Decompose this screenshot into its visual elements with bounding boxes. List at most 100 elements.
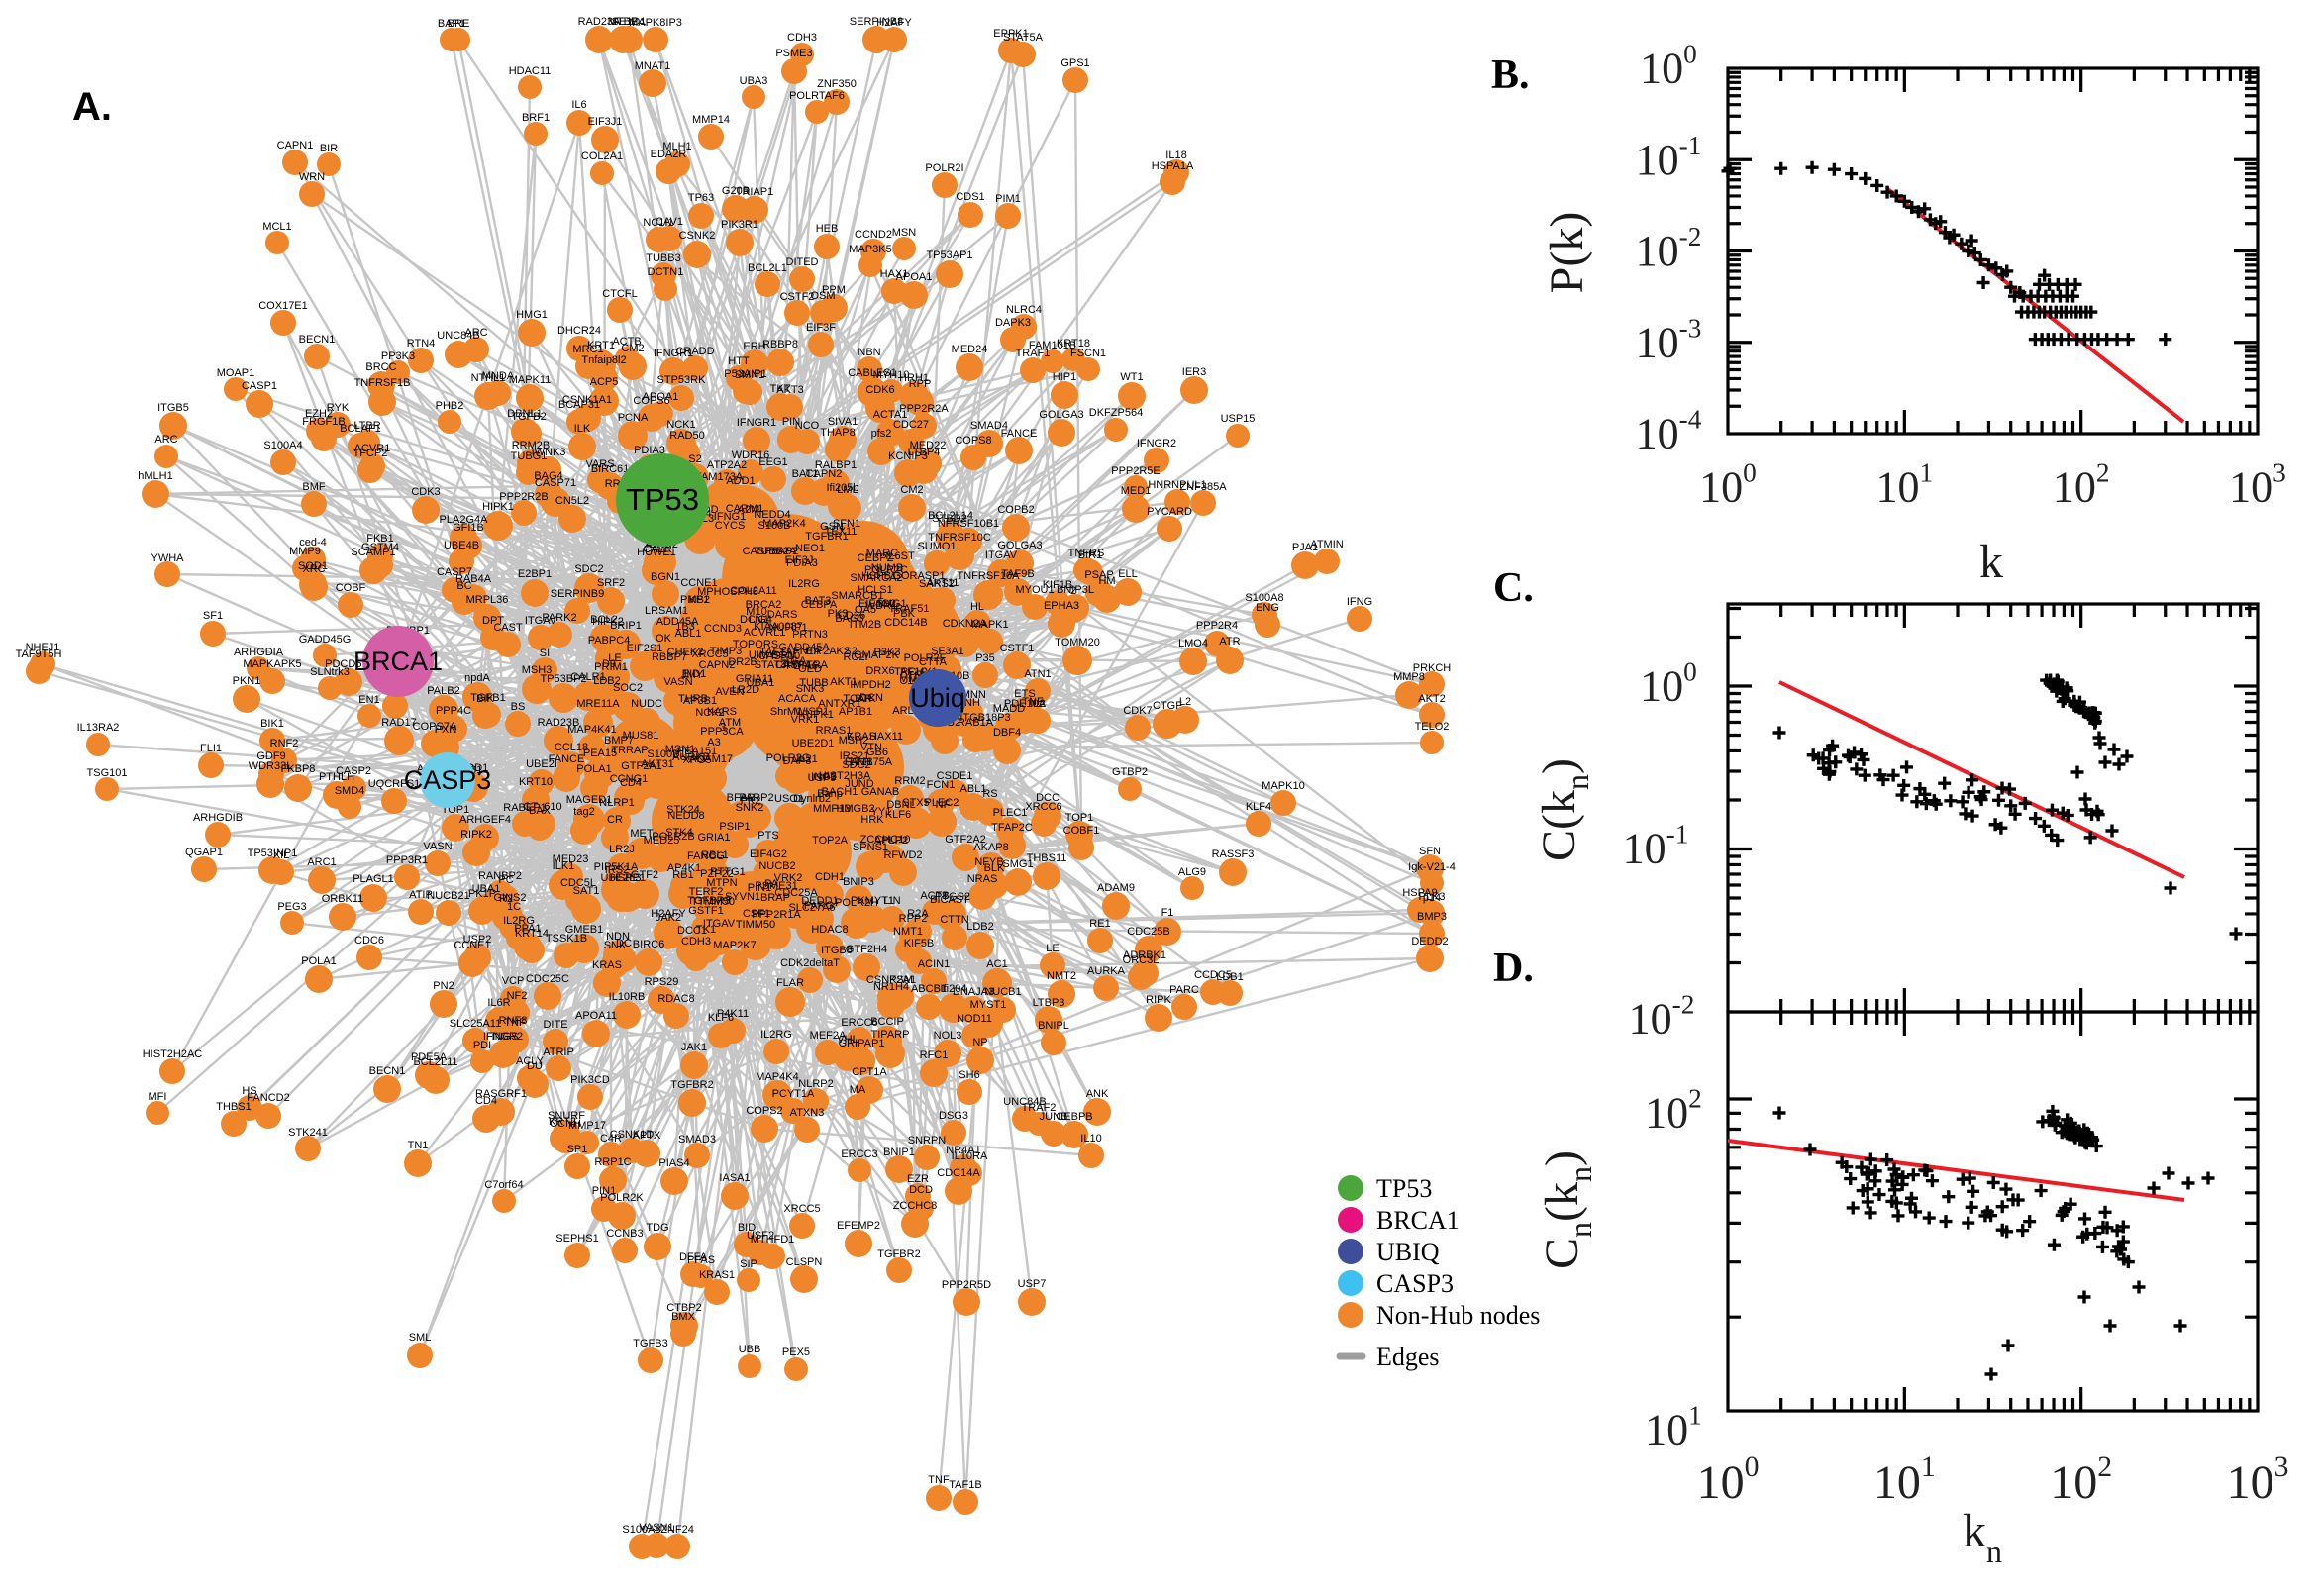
svg-text:BCAP31: BCAP31 <box>558 399 600 411</box>
svg-text:MSH2: MSH2 <box>839 735 869 747</box>
svg-text:SNK: SNK <box>604 940 627 951</box>
svg-text:UIM: UIM <box>749 649 768 661</box>
svg-text:BCLAF1: BCLAF1 <box>340 423 381 435</box>
svg-text:KRT10: KRT10 <box>519 776 553 788</box>
svg-text:ATP2A2: ATP2A2 <box>707 459 747 471</box>
svg-text:TUBG1: TUBG1 <box>511 450 548 462</box>
svg-text:MAPK1: MAPK1 <box>971 619 1008 631</box>
svg-text:DKFZP564: DKFZP564 <box>1089 407 1143 419</box>
svg-text:TGFB1: TGFB1 <box>470 692 505 704</box>
svg-text:STK24: STK24 <box>666 804 700 816</box>
svg-text:AURKB: AURKB <box>672 751 710 763</box>
svg-text:DPT: DPT <box>482 615 504 627</box>
svg-text:LMO4: LMO4 <box>1178 638 1208 649</box>
svg-text:YY1: YY1 <box>871 806 892 818</box>
svg-text:TSG101: TSG101 <box>87 767 128 779</box>
svg-text:CDC25B: CDC25B <box>1127 926 1169 938</box>
svg-text:p14: p14 <box>1423 892 1441 904</box>
svg-text:ACLY: ACLY <box>516 1055 545 1067</box>
svg-text:BTK: BTK <box>855 693 876 705</box>
svg-text:DBNL: DBNL <box>886 799 915 811</box>
svg-text:PK3: PK3 <box>828 608 849 620</box>
svg-text:CTGF: CTGF <box>1153 700 1182 712</box>
svg-text:BGN: BGN <box>771 649 795 661</box>
svg-text:CSDE1: CSDE1 <box>937 770 973 782</box>
svg-text:PEA15: PEA15 <box>583 748 617 759</box>
svg-text:ZNF350: ZNF350 <box>817 78 857 90</box>
svg-text:CM2: CM2 <box>621 343 644 354</box>
svg-text:HIPK2: HIPK2 <box>592 616 624 628</box>
svg-text:C(kn): C(kn) <box>1533 758 1595 861</box>
svg-text:R2A: R2A <box>907 908 929 920</box>
svg-text:PSME31: PSME31 <box>755 880 797 892</box>
svg-text:ADRBK1: ADRBK1 <box>1123 949 1166 961</box>
svg-text:BS: BS <box>511 701 526 713</box>
svg-text:APOA11: APOA11 <box>575 1010 617 1022</box>
svg-text:RIPK2: RIPK2 <box>460 829 492 841</box>
svg-text:XRCC6: XRCC6 <box>1025 801 1061 813</box>
svg-text:NUFIP1: NUFIP1 <box>768 622 807 634</box>
svg-text:ANTXR1: ANTXR1 <box>818 698 860 710</box>
svg-text:BRAP: BRAP <box>760 892 790 904</box>
svg-text:FANCE: FANCE <box>1001 428 1038 440</box>
svg-text:SAT1: SAT1 <box>573 885 600 897</box>
svg-text:APOA1: APOA1 <box>643 391 679 403</box>
svg-text:HAX11: HAX11 <box>869 731 903 743</box>
svg-text:DC: DC <box>616 938 632 949</box>
svg-text:TP53: TP53 <box>1376 1174 1432 1203</box>
svg-text:ACACA: ACACA <box>778 693 817 705</box>
svg-text:LRSAM1: LRSAM1 <box>645 605 688 617</box>
svg-text:POLA1: POLA1 <box>576 763 611 775</box>
svg-text:TGFBR3: TGFBR3 <box>687 895 730 907</box>
svg-text:IL13RA2: IL13RA2 <box>77 722 120 734</box>
svg-text:NCK2: NCK2 <box>695 707 724 719</box>
svg-text:CTTN: CTTN <box>940 914 968 926</box>
svg-text:MSH3: MSH3 <box>522 664 553 676</box>
svg-text:PLA2G4A: PLA2G4A <box>440 514 489 526</box>
svg-text:DBF4: DBF4 <box>993 727 1021 739</box>
svg-text:SNK2: SNK2 <box>736 802 764 814</box>
svg-text:COPS7A: COPS7A <box>413 721 457 733</box>
svg-text:P53AIP1: P53AIP1 <box>724 368 766 380</box>
svg-text:TIPARP: TIPARP <box>871 1029 910 1041</box>
svg-text:BIK: BIK <box>476 693 494 705</box>
svg-text:RRM2B: RRM2B <box>512 440 551 451</box>
svg-text:LR2J: LR2J <box>609 844 635 855</box>
svg-text:BCCIP: BCCIP <box>870 1016 904 1028</box>
svg-text:RABEP1: RABEP1 <box>503 802 546 814</box>
svg-text:CDC27: CDC27 <box>893 419 929 431</box>
svg-text:SNK3: SNK3 <box>796 683 825 695</box>
svg-text:TAF1A: TAF1A <box>759 647 793 658</box>
svg-text:GDF9: GDF9 <box>256 750 285 762</box>
svg-text:GOLGA3: GOLGA3 <box>1039 409 1083 421</box>
svg-text:DEDD1: DEDD1 <box>801 895 838 907</box>
svg-text:IL2RG: IL2RG <box>503 915 535 927</box>
svg-text:POLRTAF6: POLRTAF6 <box>789 90 845 102</box>
svg-text:IFNGR1: IFNGR1 <box>737 417 776 429</box>
svg-text:WRN: WRN <box>299 171 325 183</box>
svg-text:TEX11: TEX11 <box>825 526 858 538</box>
svg-text:CDH3: CDH3 <box>787 32 817 44</box>
svg-text:ORBK11: ORBK11 <box>322 893 364 905</box>
svg-text:LR2D: LR2D <box>732 684 759 696</box>
svg-text:SIVA1: SIVA1 <box>828 416 858 428</box>
svg-text:HMGB2: HMGB2 <box>836 803 874 815</box>
svg-text:1C: 1C <box>507 901 521 913</box>
svg-text:ACIN1: ACIN1 <box>918 958 950 970</box>
svg-text:PIK3R1: PIK3R1 <box>721 219 758 231</box>
svg-text:MAP3K5: MAP3K5 <box>849 244 891 255</box>
svg-text:CASP7: CASP7 <box>437 566 472 578</box>
svg-text:EPPK1: EPPK1 <box>993 28 1028 40</box>
svg-text:COX17E1: COX17E1 <box>258 300 308 312</box>
svg-text:MCL1: MCL1 <box>262 221 291 233</box>
svg-text:RRP1C: RRP1C <box>594 1156 631 1168</box>
svg-text:JAK2: JAK2 <box>656 912 681 924</box>
svg-text:GORASP1: GORASP1 <box>892 570 945 582</box>
svg-text:MMP17: MMP17 <box>568 1120 606 1132</box>
svg-text:ITGAV: ITGAV <box>703 918 736 930</box>
svg-text:PDE5A: PDE5A <box>411 1051 448 1063</box>
svg-text:MED24: MED24 <box>952 344 988 355</box>
svg-text:VASN1: VASN1 <box>639 1522 673 1534</box>
svg-text:TKT: TKT <box>770 383 791 395</box>
svg-text:GB6: GB6 <box>866 747 888 758</box>
